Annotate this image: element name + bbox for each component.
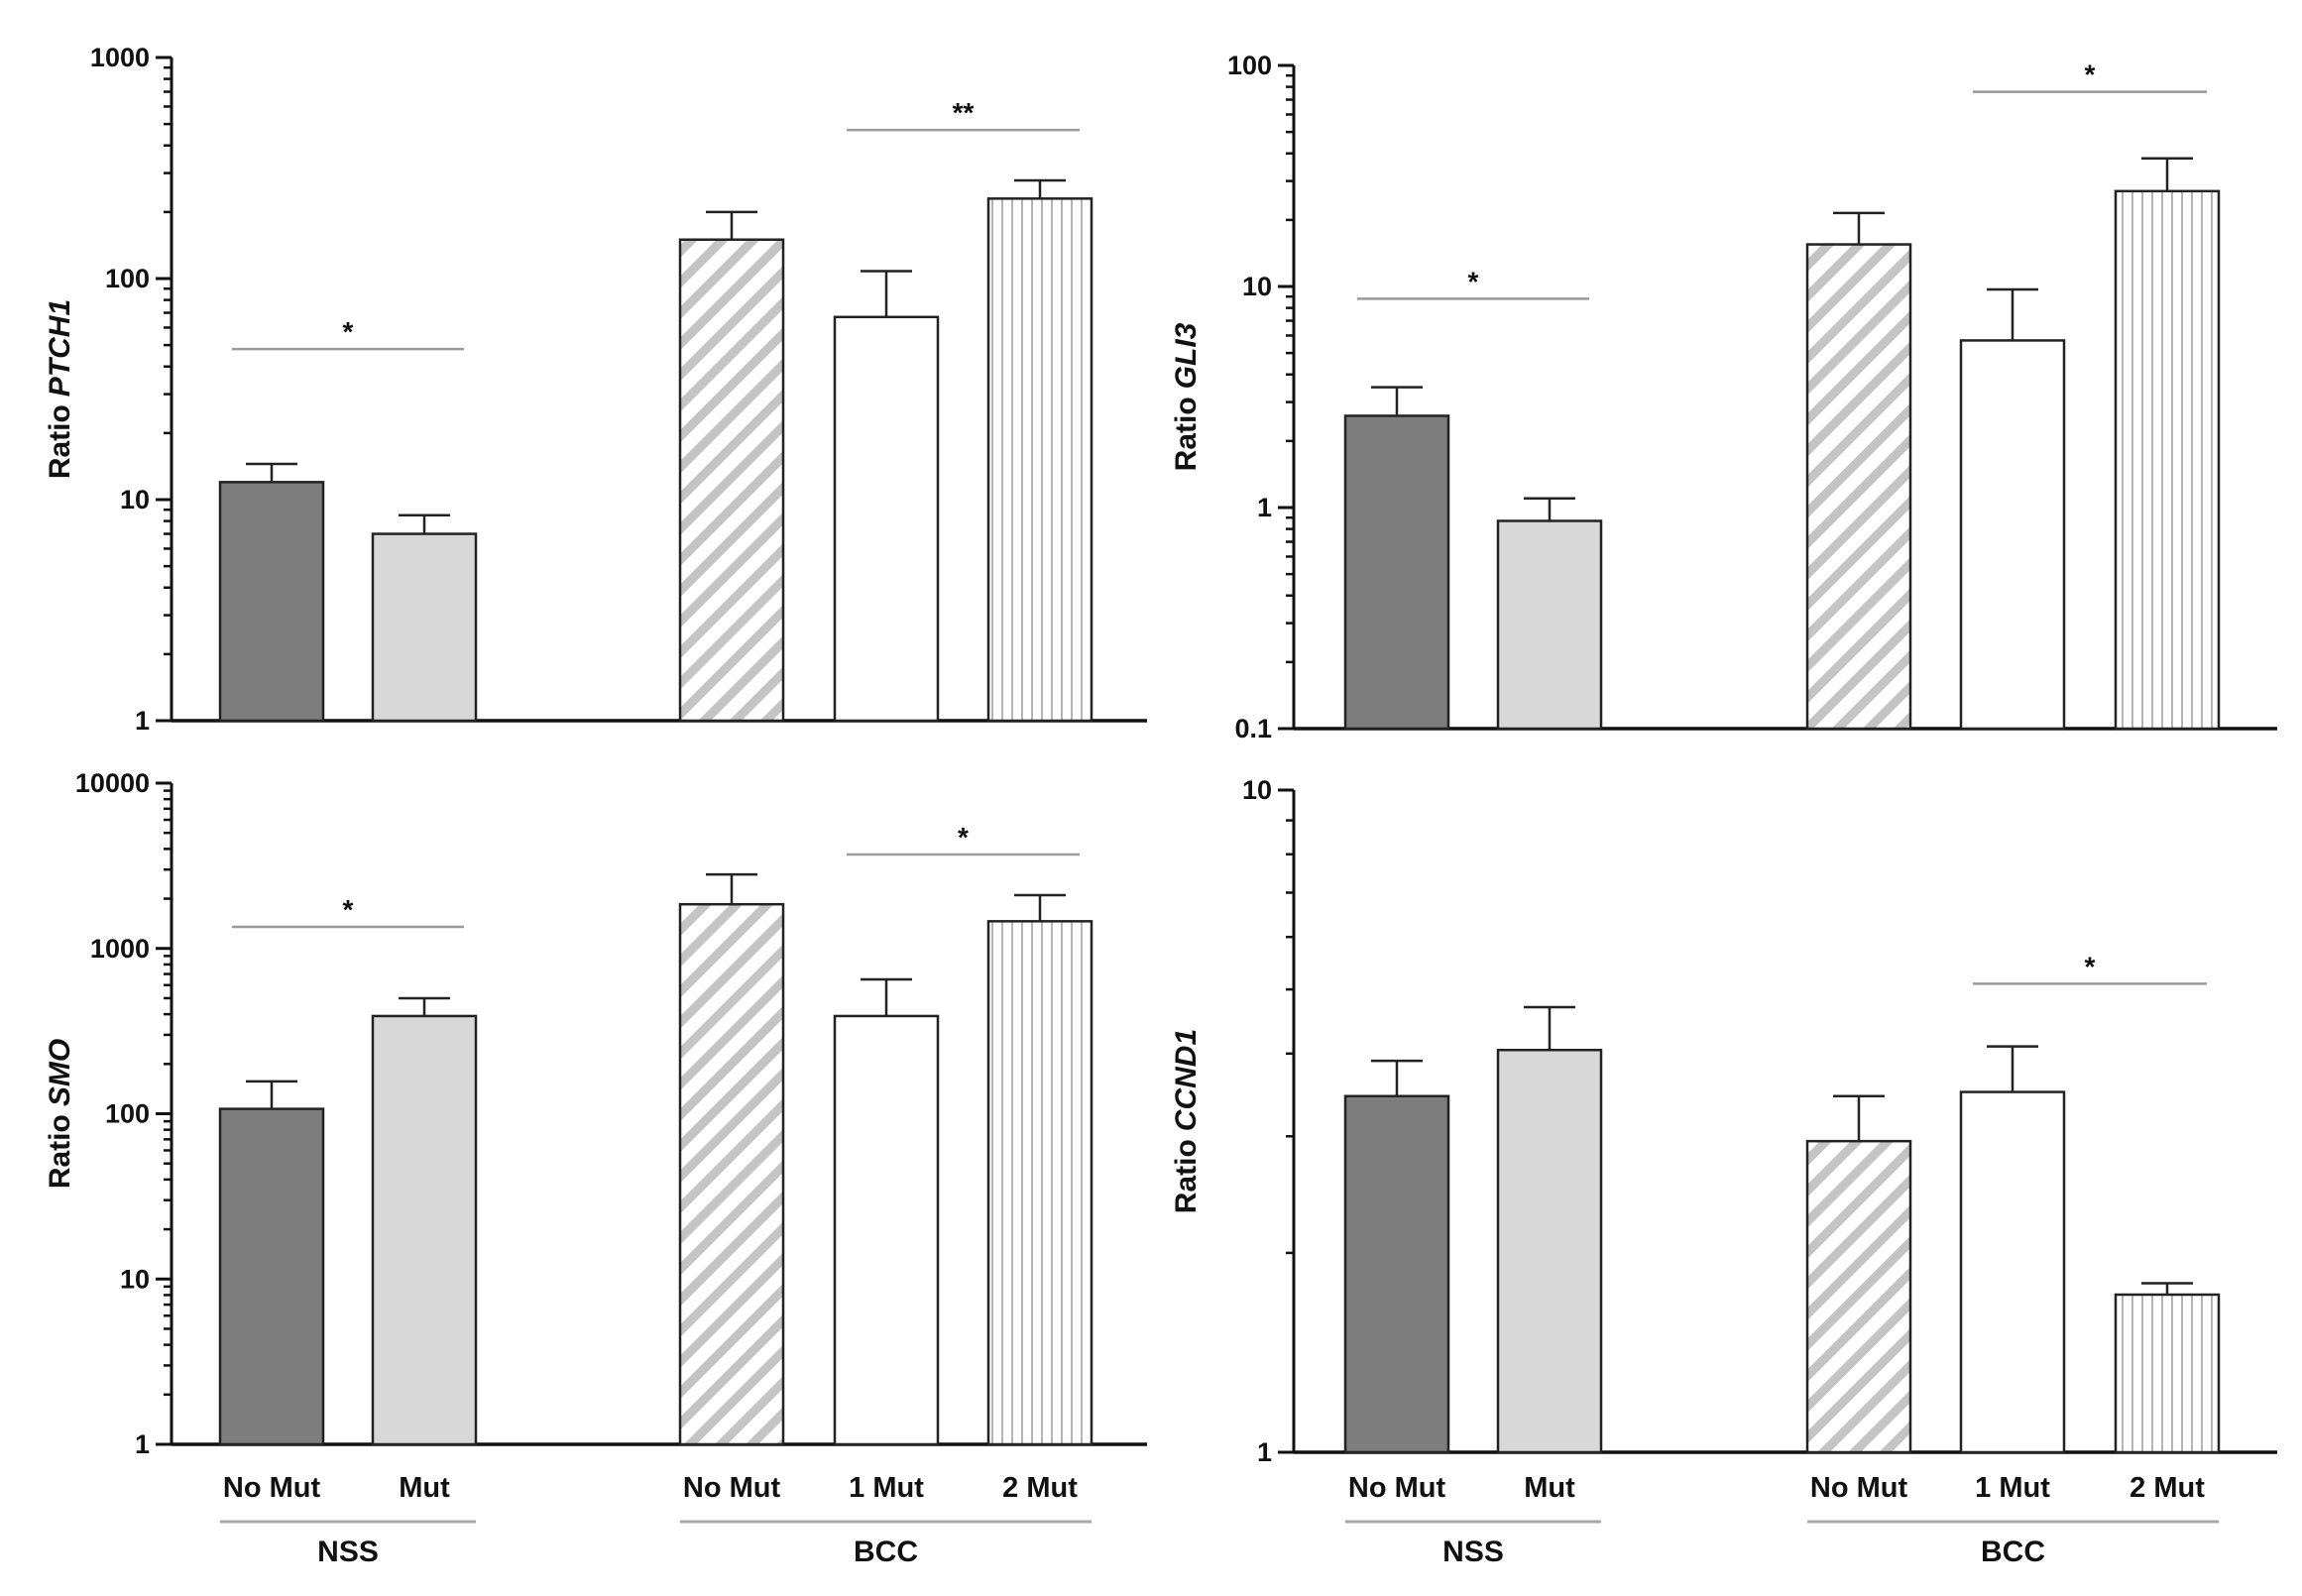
group-label: NSS (317, 1536, 379, 1568)
y-axis-label-prefix: Ratio (44, 404, 76, 479)
bar-ptch1-1 (371, 532, 478, 723)
y-axis-label-prefix: Ratio (1170, 397, 1203, 471)
y-axis-label: Ratio SMO (44, 1039, 76, 1189)
y-axis-label-gene: SMO (44, 1039, 76, 1106)
y-axis-label-gene: GLI3 (1170, 322, 1203, 389)
y-tick-label: 1 (135, 1429, 150, 1459)
bar-gli3-4 (2114, 189, 2221, 731)
bar-smo-1 (371, 1014, 478, 1446)
significance-marker: * (2085, 951, 2096, 981)
y-tick-label: 100 (1227, 51, 1272, 80)
y-tick-label: 1000 (90, 934, 150, 964)
y-axis-label-prefix: Ratio (44, 1114, 76, 1189)
bar-ptch1-2 (678, 238, 785, 723)
significance-marker: * (343, 894, 354, 925)
y-axis-label: Ratio CCND1 (1170, 1029, 1203, 1213)
x-category-label: Mut (399, 1472, 450, 1504)
group-label: NSS (1442, 1536, 1504, 1568)
bar-smo-3 (833, 1014, 940, 1446)
y-tick-label: 0.1 (1234, 714, 1272, 743)
y-tick-label: 1000 (90, 43, 150, 72)
y-tick-label: 1 (1257, 1437, 1272, 1467)
x-category-label: No Mut (1810, 1472, 1908, 1504)
y-tick-label: 1 (135, 706, 150, 736)
ccnd1-chart: 1 10 * Ratio CCND1 (1170, 775, 2277, 1467)
bar-smo-0 (218, 1107, 325, 1446)
x-category-label: Mut (1524, 1472, 1575, 1504)
bar-ccnd1-2 (1805, 1139, 1912, 1454)
x-category-label: No Mut (223, 1472, 321, 1504)
bar-ccnd1-4 (2114, 1293, 2221, 1454)
bar-ccnd1-0 (1343, 1094, 1450, 1454)
y-tick-label: 10 (1242, 775, 1272, 805)
x-category-label: No Mut (1348, 1472, 1446, 1504)
y-axis-label-gene: PTCH1 (44, 299, 76, 397)
x-category-label: 2 Mut (2129, 1472, 2205, 1504)
bar-gli3-1 (1496, 519, 1603, 731)
y-tick-label: 100 (105, 264, 150, 293)
x-axis-labels-left: No Mut Mut No Mut 1 Mut 2 Mut NSS BCC (220, 1472, 1092, 1568)
significance-marker: * (2085, 59, 2096, 90)
gli3-chart: 0.1 1 10 100 * * Ratio GLI3 (1170, 51, 2277, 743)
bar-smo-2 (678, 902, 785, 1446)
bar-ccnd1-3 (1959, 1090, 2066, 1454)
y-axis-label-prefix: Ratio (1170, 1139, 1203, 1213)
bar-ptch1-4 (986, 197, 1093, 723)
y-tick-label: 10000 (75, 768, 150, 798)
y-axis-label: Ratio PTCH1 (44, 299, 76, 479)
y-tick-label: 100 (105, 1099, 150, 1129)
bar-smo-4 (986, 920, 1093, 1446)
significance-marker: * (958, 822, 969, 853)
bar-gli3-2 (1805, 243, 1912, 731)
y-axis-label-gene: CCND1 (1170, 1029, 1203, 1131)
group-label: BCC (1981, 1536, 2045, 1568)
significance-marker: ** (953, 97, 975, 128)
significance-marker: * (1468, 266, 1479, 296)
bar-ptch1-3 (833, 315, 940, 723)
x-category-label: No Mut (683, 1472, 781, 1504)
bar-ccnd1-1 (1496, 1048, 1603, 1454)
x-axis-labels-right: No Mut Mut No Mut 1 Mut 2 Mut NSS BCC (1345, 1472, 2219, 1568)
y-tick-label: 10 (120, 1264, 150, 1294)
bar-ptch1-0 (218, 481, 325, 723)
bar-gli3-3 (1959, 339, 2066, 731)
y-axis-label: Ratio GLI3 (1170, 322, 1203, 471)
bar-gli3-0 (1343, 414, 1450, 731)
x-category-label: 1 Mut (1975, 1472, 2050, 1504)
y-tick-label: 1 (1257, 493, 1272, 522)
smo-chart: 1 10 100 1000 10000 * * Ratio SMO (44, 768, 1147, 1459)
x-category-label: 2 Mut (1002, 1472, 1078, 1504)
y-tick-label: 10 (120, 485, 150, 514)
significance-marker: * (343, 316, 354, 347)
group-label: BCC (854, 1536, 918, 1568)
x-category-label: 1 Mut (849, 1472, 924, 1504)
y-tick-label: 10 (1242, 272, 1272, 301)
